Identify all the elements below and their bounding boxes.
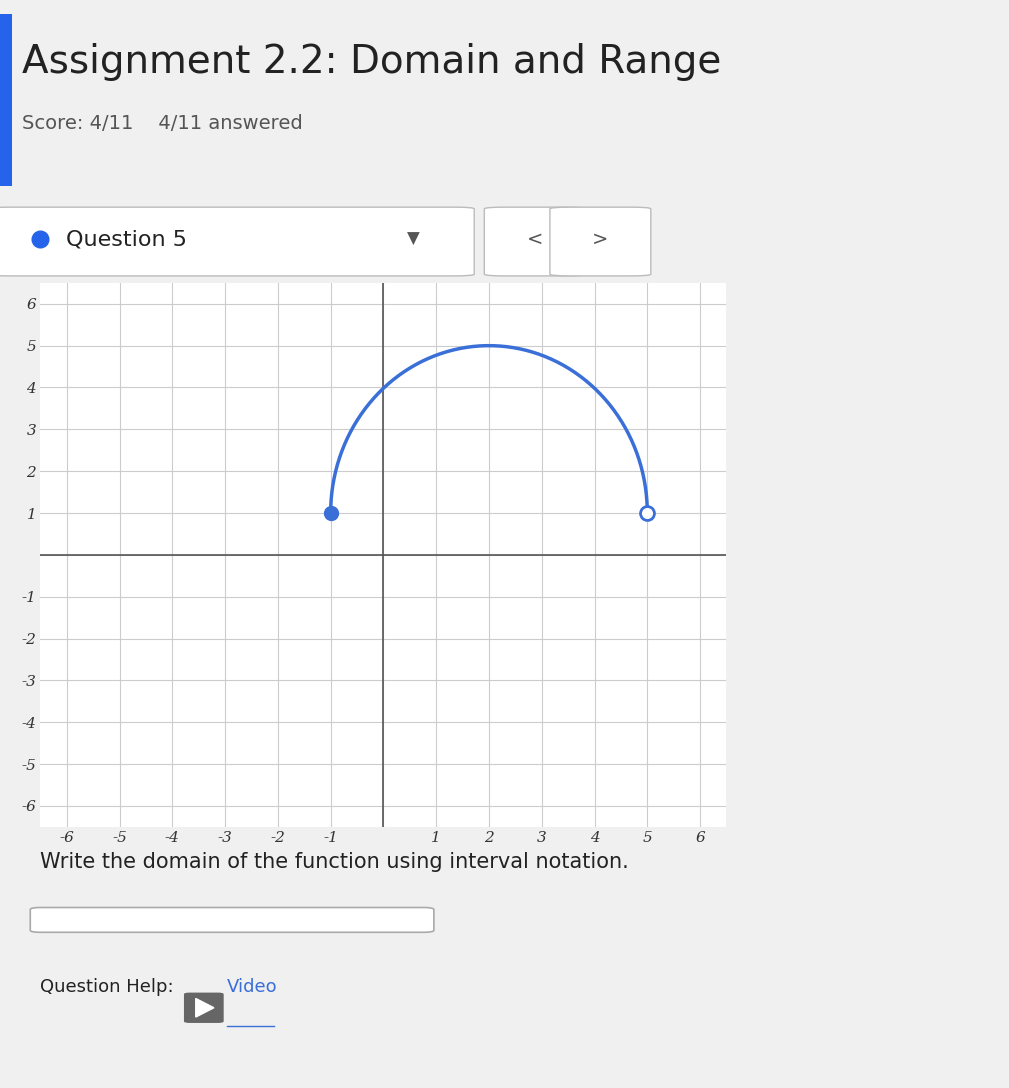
Text: Question Help:: Question Help: (40, 978, 174, 997)
Text: Assignment 2.2: Domain and Range: Assignment 2.2: Domain and Range (22, 44, 721, 82)
Text: Score: 4/11    4/11 answered: Score: 4/11 4/11 answered (22, 113, 303, 133)
Text: Question 5: Question 5 (66, 230, 187, 249)
FancyBboxPatch shape (185, 993, 223, 1023)
Text: <: < (527, 230, 543, 249)
Text: >: > (592, 230, 608, 249)
Text: Write the domain of the function using interval notation.: Write the domain of the function using i… (40, 852, 629, 871)
Text: Video: Video (227, 978, 277, 997)
Text: ▼: ▼ (408, 231, 420, 248)
Bar (0, 14, 12, 186)
Polygon shape (196, 999, 214, 1017)
FancyBboxPatch shape (550, 207, 651, 276)
FancyBboxPatch shape (0, 207, 474, 276)
FancyBboxPatch shape (30, 907, 434, 932)
FancyBboxPatch shape (484, 207, 585, 276)
